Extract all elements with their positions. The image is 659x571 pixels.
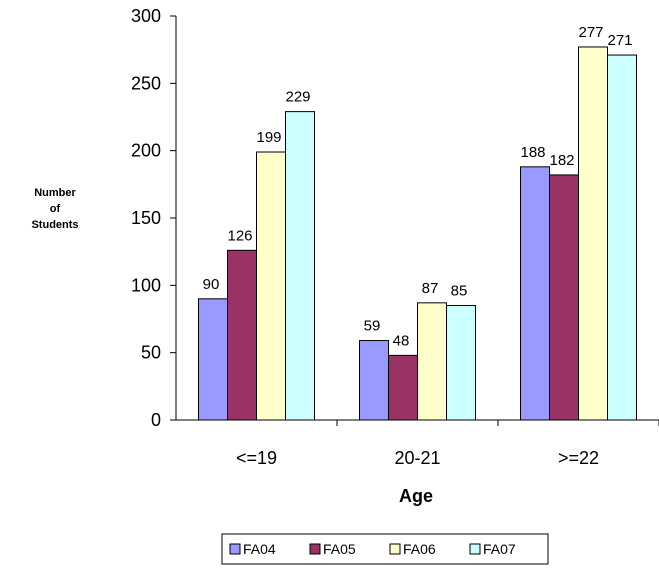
legend-swatch-fa06: [389, 543, 401, 555]
bar-le-19-fa06: [256, 151, 286, 421]
data-label-20-21-fa04: 59: [364, 318, 381, 335]
data-label-ge-22-fa06: 277: [578, 24, 603, 41]
y-tick-label: 200: [131, 141, 161, 161]
y-axis-title-line-3: Students: [31, 219, 78, 231]
y-axis-title-line-2: of: [50, 203, 61, 215]
y-tick-label: 250: [131, 73, 161, 93]
bar-ge-22-fa04: [520, 166, 550, 421]
y-tick-label: 50: [141, 343, 161, 363]
data-label-20-21-fa07: 85: [451, 283, 468, 300]
legend-label-fa05: FA05: [323, 541, 356, 557]
x-tick-label-ge-22: >=22: [558, 448, 599, 468]
x-axis-title: Age: [399, 486, 433, 506]
data-label-20-21-fa05: 48: [393, 332, 410, 349]
legend: FA04 FA05 FA06 FA07: [221, 533, 549, 565]
data-label-le-19-fa05: 126: [227, 227, 252, 244]
data-label-le-19-fa04: 90: [203, 276, 220, 293]
bar-le-19-fa05: [227, 249, 257, 421]
plot-area: [198, 46, 637, 421]
bar-ge-22-fa06: [578, 46, 608, 421]
data-label-ge-22-fa05: 182: [549, 152, 574, 169]
bar-20-21-fa04: [359, 340, 389, 421]
bar-20-21-fa05: [388, 354, 418, 421]
data-label-20-21-fa06: 87: [422, 280, 439, 297]
data-labels: 90 126 199 229 59 48 87 85 188 182 277 271: [203, 24, 633, 349]
bar-le-19-fa07: [285, 111, 315, 421]
legend-swatch-fa07: [469, 543, 481, 555]
bar-20-21-fa06: [417, 302, 447, 421]
bar-20-21-fa07: [446, 305, 476, 421]
legend-swatch-fa04: [229, 543, 241, 555]
y-tick-label: 300: [131, 6, 161, 26]
legend-swatch-fa05: [309, 543, 321, 555]
x-axis: <=19 20-21 >=22: [176, 419, 659, 468]
legend-label-fa04: FA04: [243, 541, 276, 557]
y-tick-label: 0: [151, 410, 161, 430]
bar-ge-22-fa07: [607, 54, 637, 421]
x-tick-label-20-21: 20-21: [394, 448, 440, 468]
legend-box: [221, 533, 549, 565]
data-label-ge-22-fa07: 271: [607, 32, 632, 49]
y-tick-label: 150: [131, 208, 161, 228]
y-axis: 0 50 100 150 200 250 300: [131, 6, 177, 430]
y-tick-label: 100: [131, 275, 161, 295]
legend-label-fa07: FA07: [483, 541, 516, 557]
x-tick-label-le-19: <=19: [236, 448, 277, 468]
bar-le-19-fa04: [198, 298, 228, 421]
bar-ge-22-fa05: [549, 174, 579, 421]
y-axis-title-line-1: Number: [34, 187, 76, 199]
data-label-le-19-fa06: 199: [256, 129, 281, 146]
data-label-ge-22-fa04: 188: [520, 144, 545, 161]
data-label-le-19-fa07: 229: [285, 89, 310, 106]
legend-label-fa06: FA06: [403, 541, 436, 557]
